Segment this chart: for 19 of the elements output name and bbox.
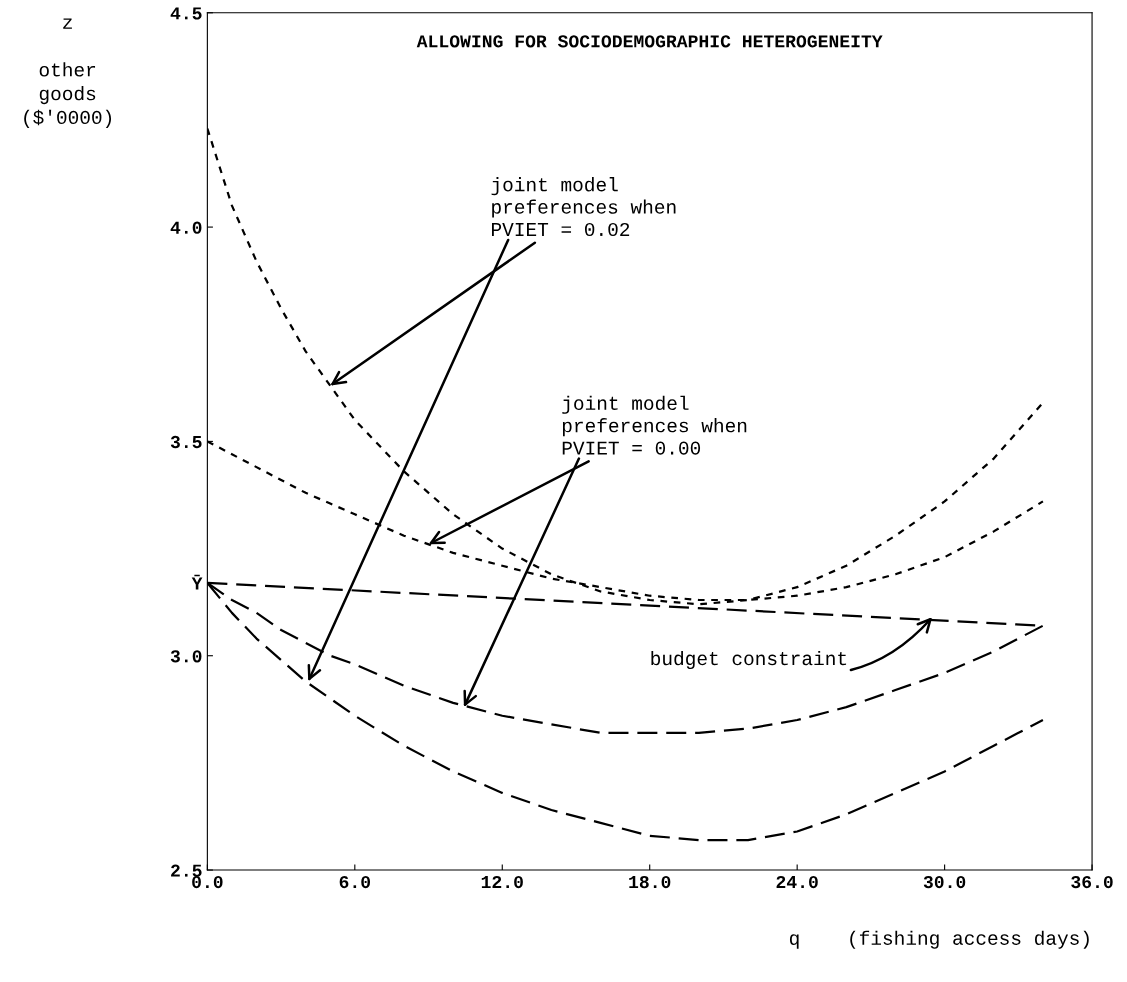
x-tick-label: 18.0 <box>629 875 671 889</box>
y-tick-label: Ȳ <box>191 574 203 590</box>
x-tick-label: 6.0 <box>339 875 371 889</box>
text: z other goods ($'0000) <box>24 18 112 128</box>
y-tick-label: 4.5 <box>170 7 202 20</box>
annotation: joint model preferences when PVIET = 0.02 <box>491 177 676 237</box>
text: ALLOWING FOR SOCIODEMOGRAPHIC HETEROGENEITY <box>416 35 883 48</box>
x-axis-title: q (fishing access days) <box>789 930 1089 949</box>
annotation: joint model preferences when PVIET = 0.00 <box>562 395 747 455</box>
x-tick-label: 12.0 <box>481 875 523 889</box>
y-tick-label: 4.0 <box>170 221 202 234</box>
x-tick-label: 24.0 <box>776 875 818 889</box>
annotation: budget constraint <box>651 650 847 670</box>
y-tick-label: 2.5 <box>171 864 202 877</box>
y-tick-label: 3.0 <box>170 650 202 663</box>
y-tick-label: 3.5 <box>170 435 202 449</box>
x-tick-label: 30.0 <box>923 875 966 889</box>
x-tick-label: 36.0 <box>1071 875 1113 889</box>
x-tick-label: 0.0 <box>192 875 223 889</box>
